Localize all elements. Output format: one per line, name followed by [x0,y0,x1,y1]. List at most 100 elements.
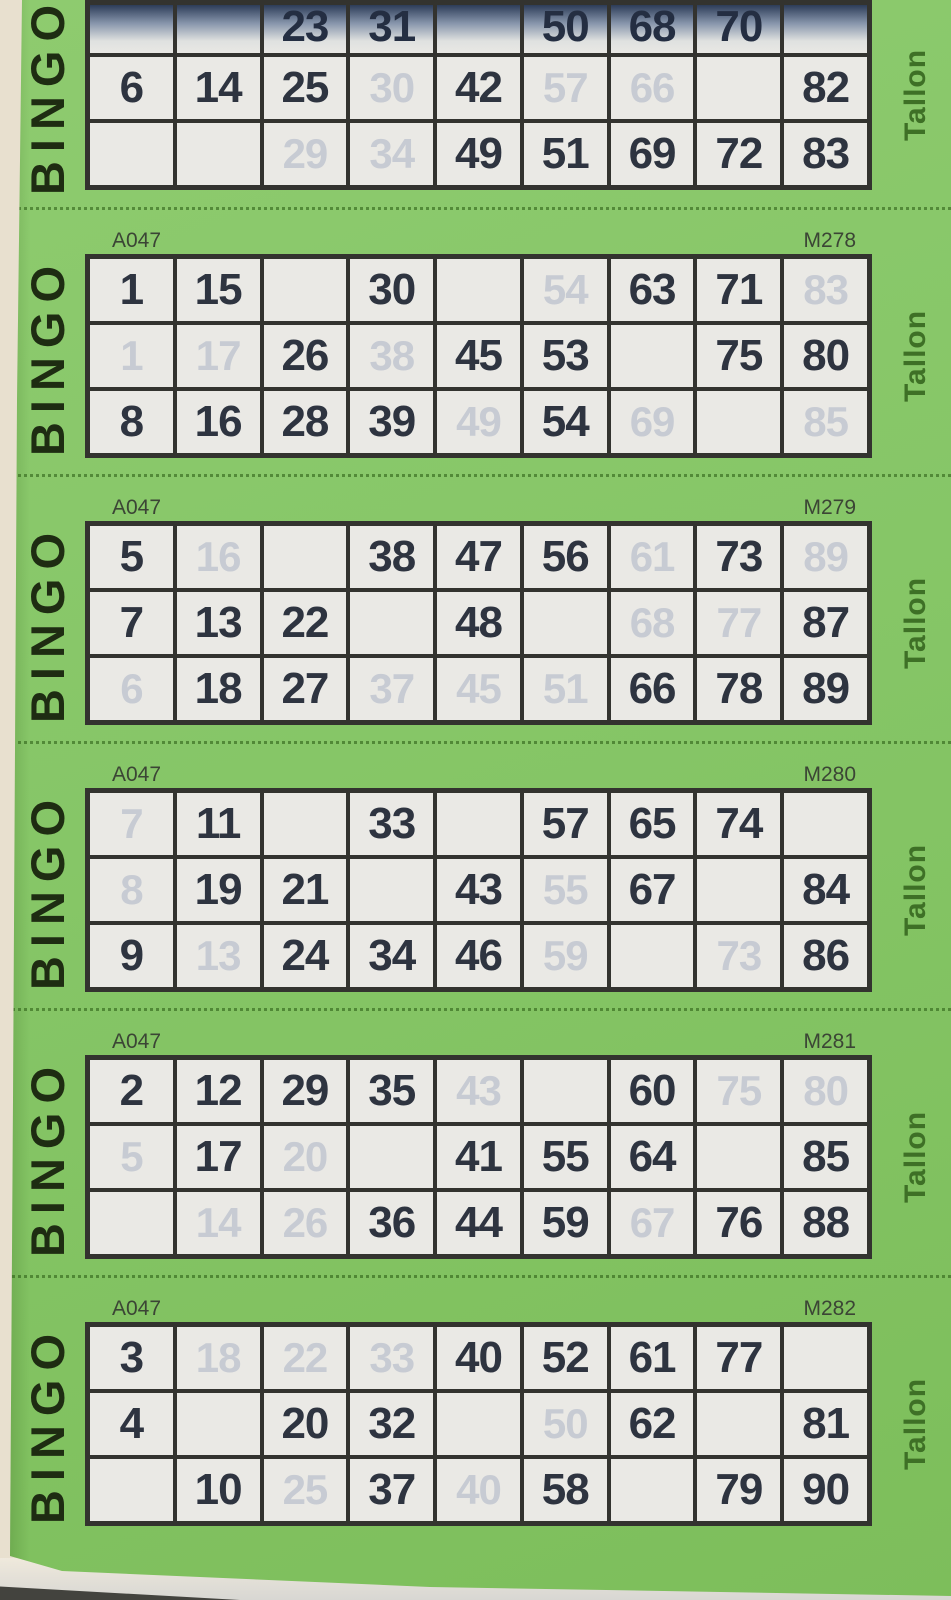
bingo-cell-ghost-number: 50 [523,1393,607,1455]
bingo-cell-number: 35 [350,1060,434,1122]
bingo-cell-ghost-number: 30 [350,57,434,119]
bingo-cell-ghost-number: 13 [176,925,260,987]
ticket-grid: 23 31 50 68 70 6 14 25 30 42 57 66 82 29 34 49 51 69 72 83 [85,0,872,190]
bingo-cell-number: 59 [523,1192,607,1254]
bingo-cell-ghost-number: 7 [90,793,173,855]
bingo-side-label-wrap: BINGO [14,521,82,725]
bingo-cell-number: 27 [263,658,347,720]
bingo-cell-number: 41 [437,1126,520,1188]
bingo-cell-ghost-number: 69 [610,391,694,453]
bingo-cell-number: 21 [263,859,347,921]
bingo-cell-ghost-number: 49 [437,391,520,453]
bingo-cell-number: 42 [437,57,520,119]
bingo-cell-ghost-number: 75 [697,1060,781,1122]
serial-right: M278 [803,229,856,252]
bingo-cell-number: 79 [697,1459,781,1521]
bingo-cell-number: 37 [350,1459,434,1521]
brand-label-wrap: Tallon [885,254,947,458]
bingo-ticket: A047 M278 BINGO 1 15 30 54 63 71 83 1 17 26 38 45 53… [10,207,951,474]
bingo-cell-number: 80 [784,325,867,387]
bingo-cell-number: 32 [350,1393,434,1455]
bingo-cell-empty [263,793,347,855]
bingo-cell-number: 55 [523,1126,607,1188]
bingo-cell-ghost-number: 17 [176,325,260,387]
bingo-cell-number: 36 [350,1192,434,1254]
serial-right: M281 [803,1030,856,1053]
bingo-cell-ghost-number: 89 [784,526,867,588]
ticket-grid: 1 15 30 54 63 71 83 1 17 26 38 45 53 75 80 8 16 28 39 49 54 6… [85,254,872,458]
bingo-cell-number: 46 [437,925,520,987]
bingo-cell-number: 57 [523,793,607,855]
bingo-cell-empty [176,1393,260,1455]
bingo-cell-number: 43 [437,859,520,921]
bingo-ticket: A047 M280 BINGO 7 11 33 57 65 74 8 19 21 43 55 67 84… [10,741,951,1008]
bingo-cell-empty [263,259,347,321]
bingo-side-label-wrap: BINGO [14,788,82,992]
serial-row: A047 M282 [112,1297,856,1321]
bingo-cell-number: 69 [610,123,694,185]
bingo-cell-number: 26 [263,325,347,387]
bingo-cell-number: 23 [263,2,347,53]
bingo-cell-empty [784,793,867,855]
bingo-cell-number: 85 [784,1126,867,1188]
bingo-cell-number: 62 [610,1393,694,1455]
serial-right: M279 [803,496,856,519]
bingo-cell-ghost-number: 85 [784,391,867,453]
bingo-cell-number: 20 [263,1393,347,1455]
bingo-cell-number: 1 [90,259,173,321]
bingo-cell-number: 68 [610,2,694,53]
bingo-cell-empty [176,5,260,53]
bingo-cell-ghost-number: 73 [697,925,781,987]
ticket-grid: 7 11 33 57 65 74 8 19 21 43 55 67 84 9 13 24 34 46 59 73 86 [85,788,872,992]
bingo-cell-empty [437,5,520,53]
bingo-cell-ghost-number: 61 [610,526,694,588]
ticket-grid: 3 18 22 33 40 52 61 77 4 20 32 50 62 81 10 25 37 40 58 79 90 [85,1322,872,1526]
bingo-cell-number: 5 [90,526,173,588]
bingo-side-label-wrap: BINGO [14,1322,82,1526]
bingo-cell-number: 6 [90,57,173,119]
bingo-cell-number: 16 [176,391,260,453]
bingo-cell-number: 78 [697,658,781,720]
bingo-cell-number: 45 [437,325,520,387]
bingo-cell-number: 53 [523,325,607,387]
bingo-ticket: A047 M279 BINGO 5 16 38 47 56 61 73 89 7 13 22 48 68… [10,474,951,741]
bingo-cell-empty [437,259,520,321]
bingo-cell-number: 28 [263,391,347,453]
bingo-cell-empty [437,793,520,855]
bingo-cell-number: 50 [523,2,607,53]
bingo-cell-number: 70 [697,2,781,53]
bingo-cell-number: 2 [90,1060,173,1122]
ticket-grid: 2 12 29 35 43 60 75 80 5 17 20 41 55 64 85 14 26 36 44 59 67… [85,1055,872,1259]
bingo-side-label-wrap: BINGO [14,0,82,195]
bingo-cell-number: 22 [263,592,347,654]
bingo-ticket: BINGO 23 31 50 68 70 6 14 25 30 42 57 66 82 29 34 49 51 6… [10,0,951,207]
serial-row: A047 M280 [112,763,856,787]
bingo-cell-number: 3 [90,1327,173,1389]
bingo-cell-number: 7 [90,592,173,654]
bingo-cell-ghost-number: 20 [263,1126,347,1188]
bingo-cell-number: 14 [176,57,260,119]
bingo-side-label-wrap: BINGO [14,254,82,458]
bingo-cell-number: 40 [437,1327,520,1389]
bingo-cell-number: 25 [263,57,347,119]
bingo-cell-ghost-number: 38 [350,325,434,387]
serial-row: A047 M281 [112,1030,856,1054]
bingo-side-label: BINGO [21,0,75,195]
bingo-cell-ghost-number: 77 [697,592,781,654]
bingo-cell-ghost-number: 16 [176,526,260,588]
bingo-cell-empty [697,391,781,453]
bingo-cell-ghost-number: 6 [90,658,173,720]
brand-label: Tallon [899,843,933,937]
brand-label-wrap: Tallon [885,1322,947,1526]
bingo-cell-number: 54 [523,391,607,453]
bingo-cell-empty [350,592,434,654]
bingo-cell-ghost-number: 51 [523,658,607,720]
bingo-cell-number: 8 [90,391,173,453]
bingo-cell-number: 61 [610,1327,694,1389]
bingo-cell-number: 30 [350,259,434,321]
bingo-cell-number: 77 [697,1327,781,1389]
brand-label-wrap: Tallon [885,0,947,190]
bingo-side-label-wrap: BINGO [14,1055,82,1259]
bingo-cell-number: 47 [437,526,520,588]
